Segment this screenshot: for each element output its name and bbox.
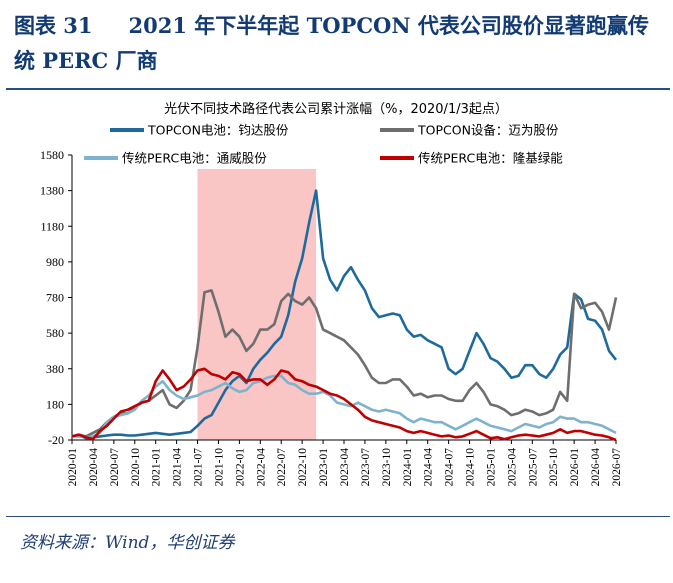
x-tick-label: 2026-07 — [611, 448, 623, 487]
x-tick-label: 2020-01 — [67, 448, 79, 487]
x-tick-label: 2022-01 — [234, 448, 246, 487]
x-tick-label: 2021-01 — [151, 448, 163, 487]
x-tick-label: 2023-07 — [360, 448, 372, 487]
x-tick-label: 2022-04 — [255, 448, 267, 487]
x-tick-label: 2025-04 — [506, 448, 518, 487]
legend-label-3: 传统PERC电池：通威股份 — [122, 151, 267, 166]
y-tick-label: 780 — [46, 291, 64, 305]
x-tick-label: 2025-10 — [548, 448, 560, 487]
legend-label-4: 传统PERC电池：隆基绿能 — [418, 151, 563, 166]
x-tick-label: 2026-01 — [569, 448, 581, 487]
x-tick-label: 2025-07 — [527, 448, 539, 487]
x-tick-label: 2023-10 — [381, 448, 393, 487]
y-tick-label: 180 — [46, 397, 64, 411]
x-tick-label: 2024-10 — [465, 448, 477, 487]
title-rule — [6, 88, 670, 90]
series-line-1 — [71, 189, 618, 440]
x-tick-label: 2023-04 — [339, 448, 351, 487]
source-rule — [6, 516, 670, 517]
x-tick-label: 2020-07 — [109, 448, 121, 487]
x-tick-label: 2021-10 — [213, 448, 225, 487]
series-line-2 — [71, 289, 618, 438]
y-tick-label: 980 — [46, 255, 64, 269]
figure-title-text: 2021 年下半年起 TOPCON 代表公司股价显著跑赢传统 PERC 厂商 — [14, 13, 649, 73]
y-tick-label: 380 — [46, 362, 64, 376]
y-tick-label: -20 — [48, 433, 64, 447]
chart-title: 光伏不同技术路径代表公司累计涨幅（%，2020/1/3起点） — [164, 101, 508, 117]
y-tick-label: 580 — [46, 326, 64, 340]
x-tick-label: 2026-04 — [590, 448, 602, 487]
legend-label-1: TOPCON电池：钧达股份 — [147, 123, 289, 138]
series-layer — [71, 189, 618, 442]
x-tick-label: 2021-04 — [172, 448, 184, 487]
axis-layer: -20 180 380 580 780 980 1180 1380 1580 2020-01 202… — [40, 148, 623, 486]
y-tick-label: 1580 — [40, 148, 64, 162]
legend-label-2: TOPCON设备：迈为股份 — [417, 123, 559, 138]
figure-number: 图表 31 — [14, 13, 93, 38]
x-tick-label: 2020-10 — [130, 448, 142, 487]
x-tick-label: 2025-01 — [485, 448, 497, 487]
x-tick-label: 2022-10 — [297, 448, 309, 487]
x-tick-label: 2024-04 — [423, 448, 435, 487]
x-tick-label: 2024-07 — [444, 448, 456, 487]
x-tick-label: 2024-01 — [402, 448, 414, 487]
source-note: 资料来源：Wind，华创证券 — [20, 533, 235, 553]
x-tick-label: 2022-07 — [276, 448, 288, 487]
y-tick-label: 1380 — [40, 184, 64, 198]
figure-title: 图表 31 2021 年下半年起 TOPCON 代表公司股价显著跑赢传统 PERC… — [14, 8, 664, 78]
x-tick-label: 2021-07 — [193, 448, 205, 487]
series-line-4 — [71, 367, 617, 442]
y-tick-label: 1180 — [40, 219, 64, 233]
series-line-3 — [72, 374, 617, 439]
x-tick-label: 2023-01 — [318, 448, 330, 487]
x-tick-label: 2020-04 — [88, 448, 100, 487]
